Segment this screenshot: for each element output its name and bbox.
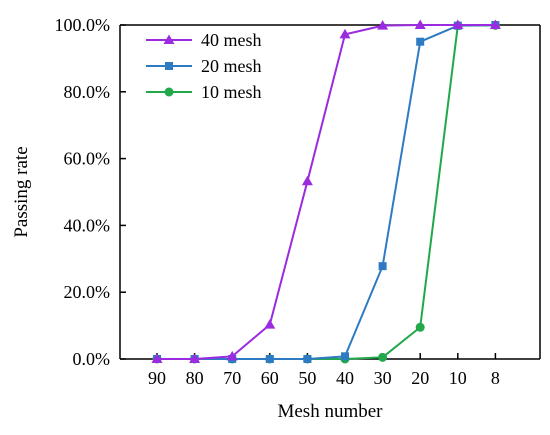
y-axis-title: Passing rate [11,146,32,237]
x-tick-label: 90 [148,368,166,388]
data-point-10-mesh [378,352,388,362]
data-point-40-mesh [339,28,351,39]
x-tick-label: 8 [491,368,500,388]
data-point-10-mesh [415,322,425,332]
legend-marker [163,34,175,44]
x-tick-label: 40 [336,368,354,388]
data-point-40-mesh [489,19,501,29]
plot-frame [119,24,541,360]
legend: 40 mesh 20 mesh 10 mesh [146,30,262,102]
x-axis-title: Mesh number [277,401,383,422]
y-tick-label: 60.0% [64,149,111,169]
x-tick-label: 80 [186,368,204,388]
data-point-40-mesh [264,319,276,329]
x-tick-label: 30 [374,368,392,388]
x-tick-label: 70 [223,368,241,388]
data-point-40-mesh [226,350,238,361]
series-line-20-mesh [157,24,496,360]
y-tick-label: 40.0% [64,215,111,235]
legend-marker [164,87,174,97]
y-tick-label: 20.0% [64,282,111,302]
legend-item-20-mesh: 20 mesh [146,56,262,76]
data-point-20-mesh [416,37,425,46]
data-point-40-mesh [377,20,389,30]
data-point-40-mesh [151,353,163,363]
data-point-40-mesh [414,19,426,29]
x-tick-label: 10 [449,368,467,388]
x-tick-label: 20 [411,368,429,388]
y-tick-label: 0.0% [73,349,111,369]
series-layer [151,19,501,364]
data-point-20-mesh [265,355,274,363]
legend-label: 40 mesh [201,30,262,50]
x-axis-ticks: 90 80 70 60 50 40 30 20 10 8 [148,353,500,388]
series-40-mesh [151,19,501,363]
series-line-40-mesh [157,24,496,360]
y-tick-label: 80.0% [64,82,111,102]
x-tick-label: 60 [261,368,279,388]
y-tick-label: 100.0% [55,15,111,35]
legend-item-10-mesh: 10 mesh [146,82,262,102]
legend-label: 10 mesh [201,82,262,102]
legend-marker [165,62,173,70]
data-point-20-mesh [341,352,349,361]
x-tick-label: 50 [298,368,316,388]
legend-item-40-mesh: 40 mesh [146,30,262,50]
data-point-20-mesh [303,355,312,363]
data-point-40-mesh [301,175,313,186]
data-point-40-mesh [452,19,464,29]
data-point-40-mesh [189,353,201,363]
y-axis-ticks: 0.0% 20.0% 40.0% 60.0% 80.0% 100.0% [55,15,126,369]
data-point-20-mesh [378,262,387,271]
legend-label: 20 mesh [201,56,262,76]
